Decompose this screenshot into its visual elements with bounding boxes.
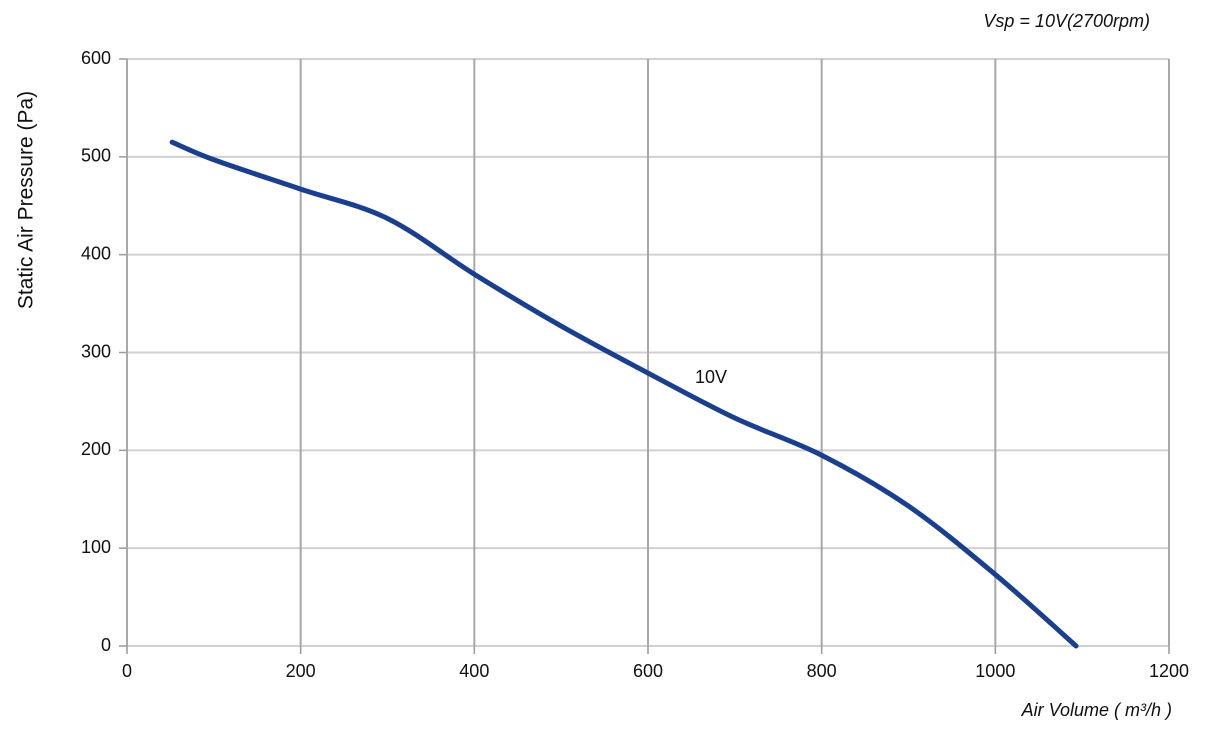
y-tick-label: 400 — [81, 243, 111, 263]
x-tick-label: 200 — [286, 661, 316, 681]
y-tick-label: 300 — [81, 341, 111, 361]
x-axis-label: Air Volume ( m³/h ) — [1021, 700, 1172, 720]
y-tick-label: 600 — [81, 48, 111, 68]
series-label: 10V — [695, 367, 727, 387]
y-tick-label: 0 — [101, 635, 111, 655]
y-tick-label: 200 — [81, 439, 111, 459]
y-tick-label: 100 — [81, 537, 111, 557]
data-line — [169, 139, 1079, 649]
x-tick-label: 1200 — [1149, 661, 1189, 681]
x-tick-label: 600 — [633, 661, 663, 681]
chart-title: Vsp = 10V(2700rpm) — [983, 11, 1150, 31]
x-tick-label: 800 — [807, 661, 837, 681]
y-axis-label: Static Air Pressure (Pa) — [15, 91, 38, 309]
x-tick-label: 0 — [122, 661, 132, 681]
x-tick-label: 400 — [459, 661, 489, 681]
x-tick-label: 1000 — [975, 661, 1015, 681]
y-tick-label: 500 — [81, 146, 111, 166]
